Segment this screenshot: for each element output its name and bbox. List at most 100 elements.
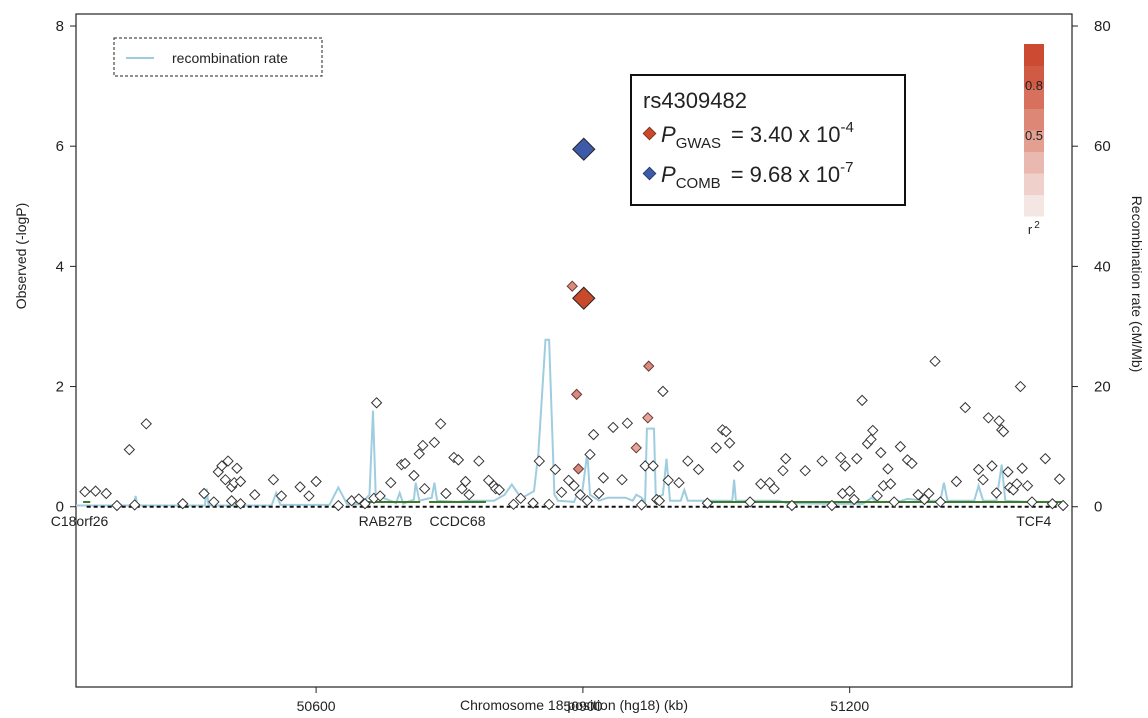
- gwas-p-value: = 3.40 x 10: [731, 122, 840, 147]
- snp-point: [434, 418, 447, 430]
- snp-point: [867, 424, 879, 437]
- comb-diamond-icon: [642, 166, 657, 181]
- gene-label: CCDC68: [429, 513, 485, 529]
- comb-p-symbol: P: [661, 162, 676, 187]
- ld-snp-point: [572, 463, 585, 475]
- snp-point: [385, 476, 397, 489]
- snp-point: [977, 473, 989, 486]
- y-tick-label: 4: [56, 258, 64, 275]
- snp-point: [128, 499, 141, 511]
- snp-point: [370, 397, 383, 409]
- colorbar-label: r: [1028, 222, 1033, 237]
- snp-point: [856, 394, 868, 407]
- gwas-diamond-icon: [642, 126, 657, 141]
- colorbar-segment: [1024, 108, 1044, 131]
- snp-point: [374, 490, 386, 502]
- snp-point: [482, 474, 495, 486]
- snp-point: [597, 472, 610, 484]
- snp-point: [972, 463, 985, 476]
- colorbar-segment: [1024, 130, 1044, 152]
- y-tick-label: 8: [56, 18, 64, 35]
- colorbar-segment: [1024, 44, 1044, 66]
- y2-tick-label: 60: [1094, 138, 1111, 155]
- ld-snp-point: [566, 280, 578, 292]
- ld-snp-point: [642, 412, 654, 424]
- y2-tick-label: 20: [1094, 379, 1111, 396]
- snp-point: [871, 490, 883, 502]
- snp-point: [848, 493, 860, 506]
- ld-r2-colorbar: 0.8 0.5 r 2: [1024, 44, 1044, 237]
- snp-point: [982, 412, 995, 424]
- snp-point: [473, 455, 485, 467]
- snp-point: [198, 487, 210, 500]
- snp-point: [894, 440, 907, 453]
- snp-point: [267, 473, 280, 486]
- snp-point: [826, 499, 838, 512]
- snp-point: [616, 473, 628, 486]
- y-tick-label: 6: [56, 138, 64, 155]
- snp-point: [543, 498, 555, 511]
- ld-snp-point: [570, 388, 583, 401]
- snp-point: [584, 448, 596, 461]
- snp-point: [231, 462, 243, 474]
- snp-point: [428, 436, 441, 449]
- snp-point: [418, 482, 431, 495]
- y2-tick-label: 80: [1094, 18, 1111, 35]
- snp-point: [1046, 498, 1059, 510]
- snp-point: [799, 464, 811, 477]
- snp-point: [755, 478, 767, 490]
- snp-point: [533, 455, 546, 467]
- x-tick-label: 51200: [830, 698, 869, 714]
- x-tick-label: 50600: [297, 698, 336, 714]
- colorbar-tick-label: 0.5: [1025, 128, 1043, 143]
- snp-point: [440, 487, 452, 500]
- colorbar-segment: [1024, 173, 1044, 195]
- snp-point: [986, 460, 998, 472]
- snp-points: [79, 137, 1069, 512]
- snp-point: [111, 499, 123, 512]
- snp-point: [562, 474, 575, 486]
- snp-point: [744, 496, 756, 508]
- snp-point: [723, 437, 736, 449]
- snp-point: [851, 452, 863, 465]
- colorbar-tick-label: 0.8: [1025, 78, 1043, 93]
- x-tick-label: 50900: [563, 698, 602, 714]
- gwas-p-row: PGWAS = 3.40 x 10-4: [642, 119, 854, 152]
- snp-point: [1021, 479, 1034, 492]
- snp-point: [222, 455, 234, 467]
- snp-point: [950, 475, 963, 488]
- snp-point: [216, 460, 228, 472]
- snp-point: [89, 485, 102, 497]
- comb-p-row: PCOMB = 9.68 x 10-7: [642, 159, 854, 192]
- snp-point: [353, 493, 365, 505]
- snp-point: [399, 457, 411, 470]
- snp-point: [959, 401, 971, 414]
- snp-point: [720, 425, 732, 438]
- snp-point: [359, 498, 371, 510]
- snp-point: [884, 478, 897, 490]
- colorbar-segment: [1024, 151, 1044, 174]
- snp-point: [514, 492, 527, 505]
- snp-point: [463, 489, 475, 501]
- lead-snp-point: [572, 137, 596, 161]
- snp-point: [527, 497, 539, 509]
- snp-point: [568, 479, 580, 492]
- snp-point: [123, 443, 136, 456]
- snp-point: [1039, 452, 1052, 465]
- snp-point: [208, 496, 220, 508]
- ld-snp-point: [630, 442, 642, 454]
- snp-point: [1057, 499, 1069, 512]
- snp-point: [303, 490, 315, 502]
- snp-point: [923, 487, 935, 500]
- gene-label: TCF4: [1016, 513, 1051, 529]
- snp-point: [835, 451, 847, 464]
- snp-point: [607, 421, 619, 434]
- colorbar-segment: [1024, 194, 1044, 217]
- snp-point: [934, 496, 947, 508]
- snp-point: [993, 415, 1005, 427]
- snp-point: [100, 487, 112, 500]
- snp-point: [456, 482, 468, 495]
- snp-point: [140, 418, 152, 430]
